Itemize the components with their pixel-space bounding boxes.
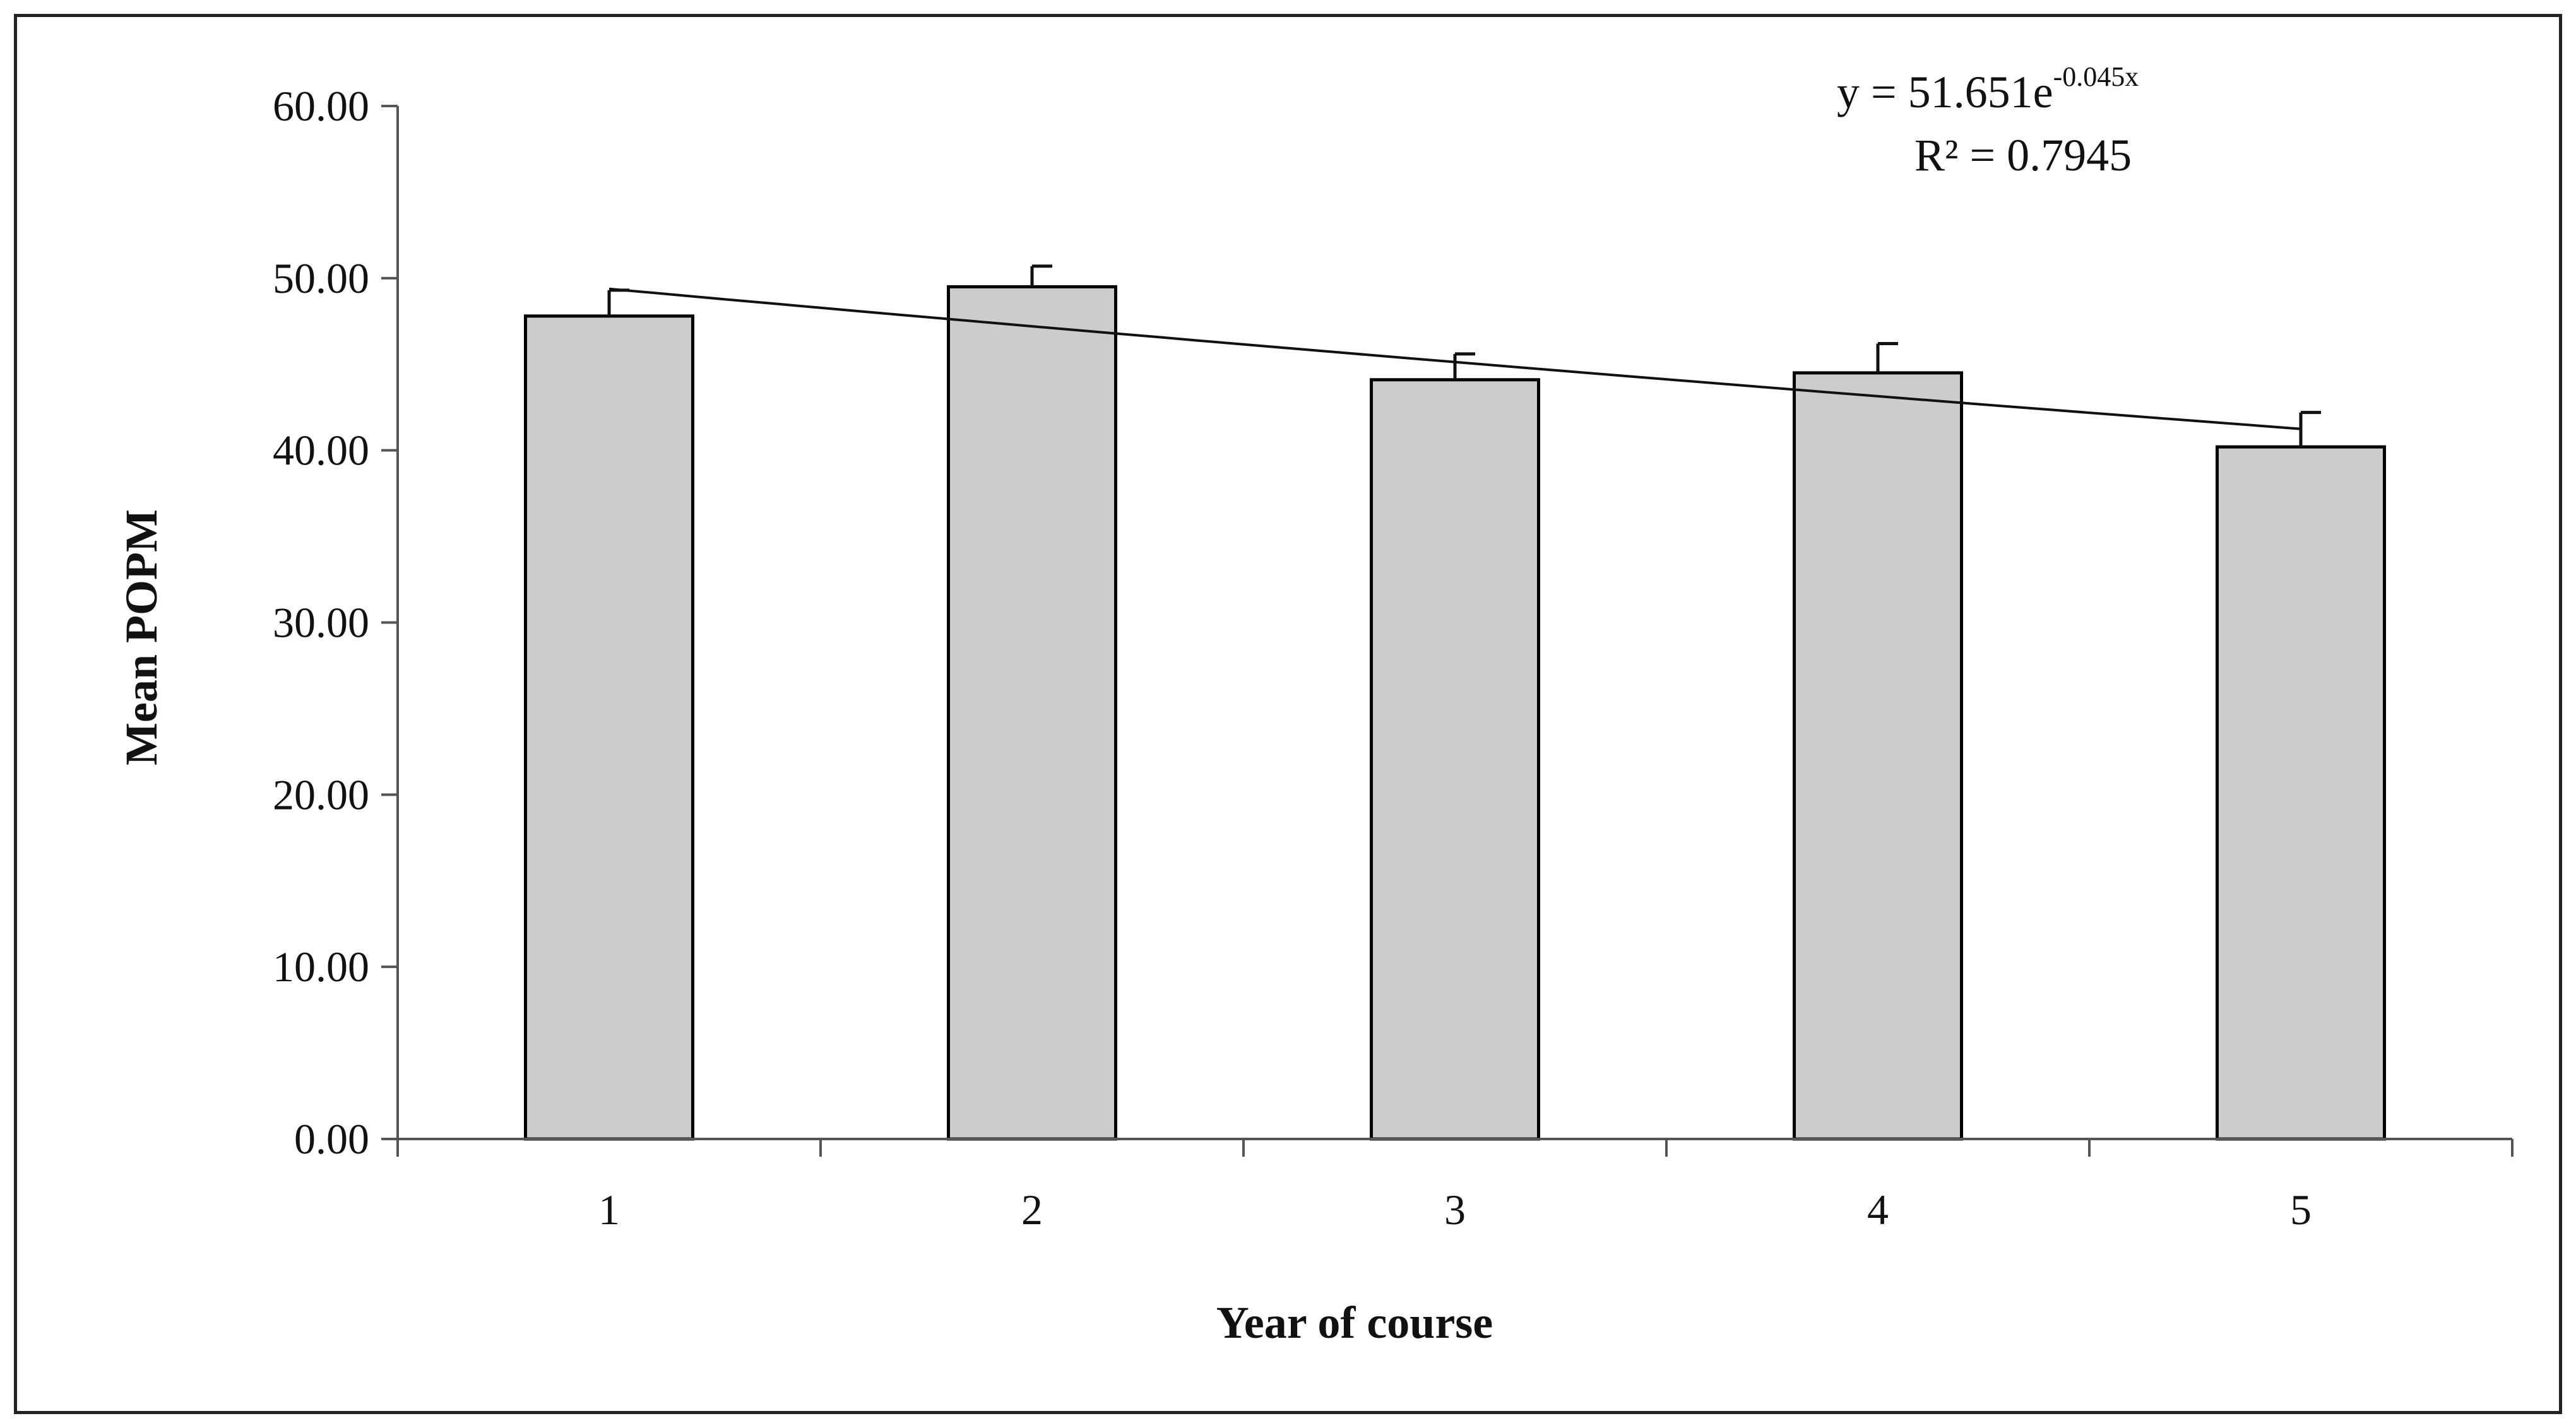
bar [2216, 445, 2386, 1141]
x-axis-title: Year of course [1216, 1297, 1493, 1348]
bar [1370, 378, 1540, 1141]
y-tick-label: 10.00 [273, 943, 369, 991]
y-axis-ticks: 0.00 10.00 20.00 30.00 40.00 50.00 60.00 [273, 82, 398, 1163]
y-tick-label: 20.00 [273, 770, 369, 818]
equation-main: y = 51.651e [1837, 67, 2053, 117]
y-tick-label: 50.00 [273, 254, 369, 302]
x-tick-label: 2 [1021, 1186, 1043, 1234]
y-tick-label: 60.00 [273, 82, 369, 130]
trendline-equation: y = 51.651e-0.045x [1837, 61, 2139, 117]
bar [1793, 371, 1963, 1141]
bar [947, 285, 1117, 1141]
x-tick-label: 5 [2290, 1186, 2312, 1234]
bar [524, 314, 694, 1141]
x-axis-ticks: 1 2 3 4 5 [396, 1139, 2514, 1234]
x-tick-label: 4 [1867, 1186, 1889, 1234]
y-tick-label: 30.00 [273, 599, 369, 647]
chart-frame [14, 14, 2562, 1414]
y-tick-label: 40.00 [273, 427, 369, 475]
x-tick-label: 1 [598, 1186, 620, 1234]
bars [524, 285, 2386, 1141]
y-axis-title: Mean POPM [116, 509, 167, 765]
trendline [608, 287, 2301, 430]
y-tick-label: 0.00 [294, 1115, 369, 1163]
r-squared-label: R² = 0.7945 [1914, 130, 2132, 180]
equation-exponent: -0.045x [2053, 61, 2139, 92]
x-tick-label: 3 [1444, 1186, 1466, 1234]
